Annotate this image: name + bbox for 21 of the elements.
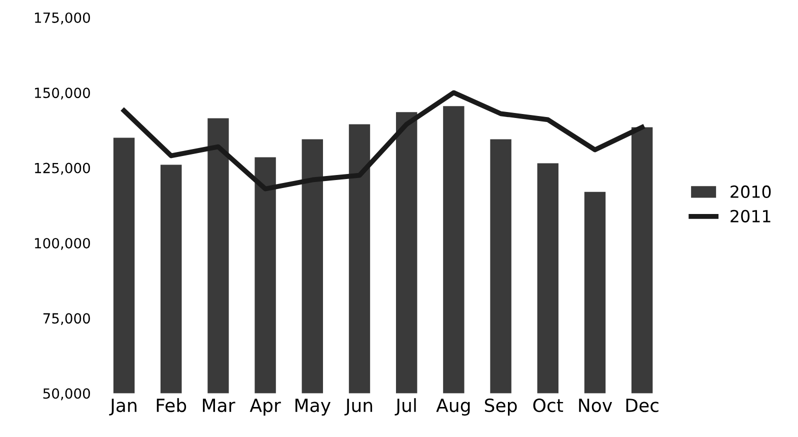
y-tick-label: 75,000	[43, 313, 90, 326]
x-tick-label: Sep	[484, 398, 517, 416]
y-tick-label: 125,000	[34, 162, 90, 175]
legend-label: 2011	[730, 210, 770, 222]
legend-label: 2010	[730, 185, 771, 198]
x-tick-label: Apr	[250, 398, 281, 416]
x-tick-label: Oct	[533, 398, 564, 412]
y-tick-label: 100,000	[34, 238, 90, 250]
x-tick-label: Aug	[436, 398, 470, 416]
x-tick-label: May	[296, 398, 331, 416]
y-tick-label: 50,000	[43, 388, 90, 400]
x-tick-label: Jul	[394, 398, 416, 416]
x-tick-label: Jun	[344, 398, 372, 416]
y-tick-label: 175,000	[34, 12, 90, 24]
x-tick-label: Dec	[626, 398, 658, 412]
x-tick-label: Feb	[156, 398, 186, 412]
y-tick-label: 150,000	[34, 88, 90, 100]
x-tick-label: Jan	[109, 398, 136, 416]
x-tick-label: Mar	[202, 398, 236, 412]
line-series	[122, 90, 644, 192]
x-tick-label: Nov	[579, 398, 612, 412]
